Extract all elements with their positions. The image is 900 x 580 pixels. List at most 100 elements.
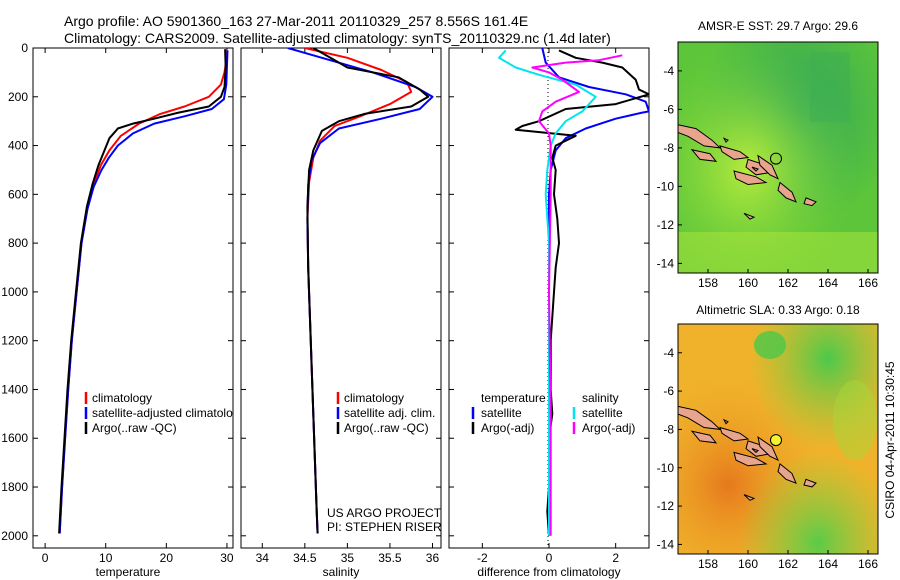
map-x-tick-label: 164	[818, 557, 838, 571]
sst-map-ticks: 158 160 162 164 166 -4 -6 -8 -10 -12 -14	[657, 64, 879, 290]
x-tick-label: 34	[256, 551, 270, 565]
y-tick-label: 1800	[1, 480, 28, 494]
map-y-tick-label: -14	[657, 537, 675, 551]
sst-map-islands	[678, 124, 817, 220]
map-y-tick-label: -10	[657, 461, 675, 475]
sla-map-islands	[678, 405, 817, 501]
x-tick-label: 10	[99, 551, 113, 565]
island-shape	[678, 405, 722, 431]
map-y-tick-label: -12	[657, 218, 675, 232]
map-y-tick-label: -10	[657, 179, 675, 193]
island-shape	[690, 149, 718, 162]
csiro-credit: CSIRO 04-Apr-2011 10:30:45	[883, 361, 897, 519]
x-tick-label: 34.5	[293, 551, 317, 565]
island-shape	[757, 435, 780, 462]
temperature-series	[58, 49, 229, 534]
figure-title-line2: Climatology: CARS2009. Satellite-adjuste…	[64, 30, 611, 46]
sla-map-title: Altimetric SLA: 0.33 Argo: 0.18	[696, 303, 860, 317]
island-shape	[803, 197, 817, 207]
y-tick-label: 2000	[1, 529, 28, 543]
x-tick-label: 2	[612, 551, 619, 565]
map-x-tick-label: 166	[858, 557, 878, 571]
island-shape	[719, 426, 750, 442]
sla-map-panel: Altimetric SLA: 0.33 Argo: 0.18 158 160 16…	[657, 303, 879, 571]
legend-label-argo: Argo(..raw -QC)	[92, 421, 177, 435]
legend-label-sal-argo: Argo(-adj)	[582, 421, 635, 435]
sst-map-panel: AMSR-E SST: 29.7 Argo: 29.6 158 160 162 164…	[657, 19, 879, 290]
salinity-series	[287, 48, 434, 534]
sst-map-field	[678, 42, 878, 273]
legend-label-satellite: satellite-adjusted climatology	[92, 406, 245, 420]
island-shape	[743, 494, 756, 501]
temperature-xlabel: temperature	[96, 565, 161, 579]
salinity-xlabel: salinity	[323, 565, 360, 579]
x-tick-label: 36	[426, 551, 440, 565]
map-y-tick-label: -8	[663, 141, 674, 155]
map-y-tick-label: -8	[663, 422, 674, 436]
legend-label-climatology: climatology	[92, 391, 152, 405]
map-x-tick-label: 162	[778, 557, 798, 571]
y-tick-label: 1000	[1, 285, 28, 299]
temperature-panel: 0 10 20 30 0 200 400 600 800 1000 1200 1400 1600 1800…	[1, 41, 245, 579]
map-y-tick-label: -14	[657, 256, 675, 270]
salinity-legend: climatology satellite adj. clim. Argo(..…	[336, 391, 435, 435]
x-tick-label: 35	[341, 551, 355, 565]
map-x-tick-label: 162	[778, 276, 798, 290]
legend-label-sal-satellite: satellite	[582, 406, 623, 420]
map-y-tick-label: -4	[663, 346, 674, 360]
map-x-tick-label: 158	[698, 276, 718, 290]
temperature-axes-frame	[32, 47, 234, 549]
difference-xlabel: difference from climatology	[477, 565, 620, 579]
difference-ticks: -2 0 2	[449, 47, 649, 565]
series-line-argo-raw-qc	[58, 49, 227, 534]
island-shape	[745, 440, 769, 457]
island-shape	[733, 451, 768, 467]
island-shape	[803, 478, 817, 488]
map-y-tick-label: -4	[663, 64, 674, 78]
map-y-tick-label: -6	[663, 102, 674, 116]
island-shape	[719, 145, 750, 160]
island-shape	[751, 166, 759, 172]
island-shape	[751, 448, 759, 454]
project-note-line2: PI: STEPHEN RISER	[327, 520, 442, 534]
y-tick-label: 400	[8, 139, 28, 153]
project-note-line1: US ARGO PROJECT	[327, 506, 442, 520]
map-y-tick-label: -6	[663, 384, 674, 398]
sla-map-ticks: 158 160 162 164 166 -4 -6 -8 -10 -12 -14	[657, 346, 879, 571]
island-shape	[733, 170, 768, 186]
temperature-legend: climatology satellite-adjusted climatolo…	[84, 391, 245, 435]
difference-panel: -2 0 2 difference from climatology tempera…	[448, 47, 650, 579]
legend-label-argo: Argo(..raw -QC)	[344, 421, 429, 435]
sst-argo-location-marker	[770, 152, 782, 165]
series-line-temperature-satellite	[541, 48, 649, 536]
legend-label-climatology: climatology	[344, 391, 404, 405]
island-shape	[722, 137, 729, 143]
map-x-tick-label: 164	[818, 276, 838, 290]
y-tick-label: 1400	[1, 382, 28, 396]
y-tick-label: 600	[8, 187, 28, 201]
sst-map-title: AMSR-E SST: 29.7 Argo: 29.6	[698, 19, 858, 33]
series-line-argo-raw-qc	[306, 48, 430, 534]
map-x-tick-label: 158	[698, 557, 718, 571]
map-x-tick-label: 160	[738, 276, 758, 290]
island-shape	[690, 430, 718, 444]
temperature-ticks: 0 10 20 30 0 200 400 600 800 1000 1200 1400 1600 1800…	[1, 41, 234, 565]
y-tick-label: 0	[21, 41, 28, 55]
sla-map-frame	[677, 323, 879, 555]
salinity-axes-frame	[240, 47, 442, 549]
sla-argo-location-marker	[770, 434, 782, 447]
series-line-salinity-argo-adj	[531, 54, 623, 536]
island-shape	[678, 124, 722, 149]
x-tick-label: 30	[220, 551, 234, 565]
x-tick-label: -2	[477, 551, 488, 565]
x-tick-label: 0	[546, 551, 553, 565]
sst-map-frame	[677, 41, 879, 274]
legend-label-satellite: satellite adj. clim.	[344, 406, 435, 420]
legend-label-temp-argo: Argo(-adj)	[481, 421, 534, 435]
legend-title-salinity: salinity	[582, 391, 619, 405]
y-tick-label: 800	[8, 236, 28, 250]
x-tick-label: 20	[160, 551, 174, 565]
salinity-ticks: 34 34.5 35 35.5 36	[241, 47, 441, 565]
island-shape	[745, 158, 769, 176]
